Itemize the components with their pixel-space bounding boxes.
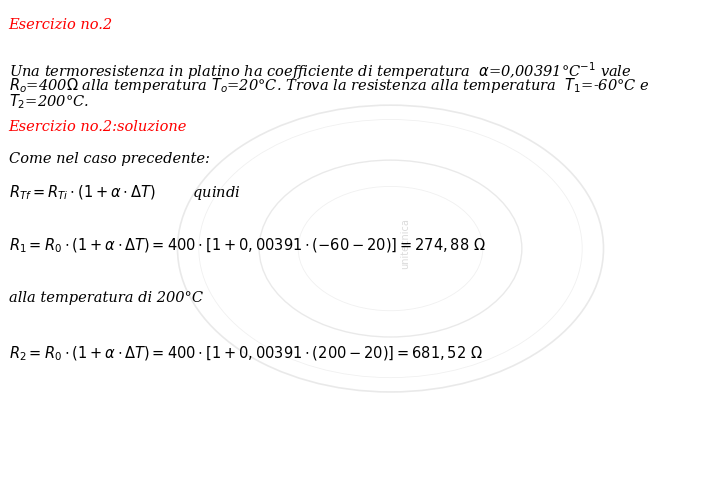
Text: $R_{Tf} = R_{Ti} \cdot ( 1 + \alpha \cdot \Delta T )$        quindi: $R_{Tf} = R_{Ti} \cdot ( 1 + \alpha \cdo… bbox=[9, 183, 240, 202]
Text: Esercizio no.2:soluzione: Esercizio no.2:soluzione bbox=[9, 120, 187, 134]
Text: unitecnica: unitecnica bbox=[400, 218, 410, 269]
Text: $T_2$=200°C.: $T_2$=200°C. bbox=[9, 92, 89, 111]
Text: Esercizio no.2: Esercizio no.2 bbox=[9, 18, 113, 32]
Text: Come nel caso precedente:: Come nel caso precedente: bbox=[9, 152, 209, 166]
Text: alla temperatura di 200°C: alla temperatura di 200°C bbox=[9, 291, 202, 305]
Text: $R_o$=400$\Omega$ alla temperatura $T_o$=20°C. Trova la resistenza alla temperat: $R_o$=400$\Omega$ alla temperatura $T_o$… bbox=[9, 76, 649, 95]
Text: $R_2 = R_0 \cdot ( 1 + \alpha \cdot \Delta T ) = 400 \cdot \left[ 1 + 0,00391 \c: $R_2 = R_0 \cdot ( 1 + \alpha \cdot \Del… bbox=[9, 345, 482, 363]
Text: Una termoresistenza in platino ha coefficiente di temperatura  $\alpha$=0,00391°: Una termoresistenza in platino ha coeffi… bbox=[9, 60, 631, 82]
Text: $R_1 = R_0 \cdot ( 1 + \alpha \cdot \Delta T ) = 400 \cdot \left[ 1 + 0,00391 \c: $R_1 = R_0 \cdot ( 1 + \alpha \cdot \Del… bbox=[9, 237, 486, 255]
